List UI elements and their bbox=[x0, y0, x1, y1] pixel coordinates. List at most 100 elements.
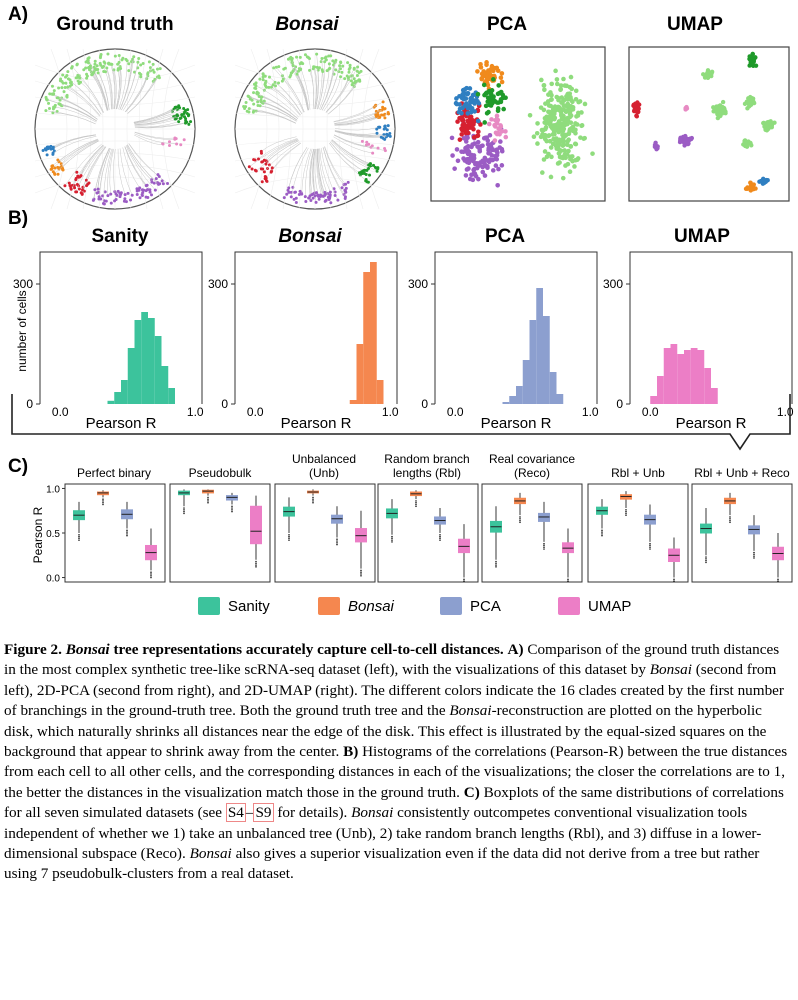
cell-point bbox=[53, 105, 57, 109]
pca-point bbox=[582, 101, 588, 107]
cell-point bbox=[56, 165, 60, 169]
pca-point bbox=[470, 177, 476, 183]
pca-point bbox=[496, 83, 501, 88]
cell-point bbox=[346, 180, 350, 184]
cell-point bbox=[123, 197, 127, 201]
pca-point bbox=[463, 173, 469, 178]
caption-a-text-2: (second from left), 2D-PCA (second from … bbox=[4, 661, 784, 720]
pca-point bbox=[573, 88, 579, 94]
box-0-3-outlier bbox=[150, 573, 152, 575]
pca-point bbox=[552, 115, 558, 121]
cell-point bbox=[313, 194, 317, 198]
pca-point bbox=[565, 138, 570, 144]
hist-2-bar bbox=[556, 394, 564, 404]
cell-point bbox=[308, 194, 312, 198]
pca-point bbox=[486, 121, 492, 127]
tree-branch bbox=[322, 147, 346, 199]
cell-point bbox=[102, 199, 106, 203]
legend-bonsai: Bonsai bbox=[318, 597, 394, 615]
hist-3-ytick-label: 0 bbox=[616, 397, 623, 411]
pca-point bbox=[560, 143, 566, 148]
tree-branch bbox=[127, 75, 160, 114]
cell-point bbox=[110, 62, 114, 66]
tree-branch bbox=[134, 132, 175, 140]
tree-branch bbox=[308, 57, 314, 110]
box-5-1-outlier bbox=[625, 514, 627, 516]
tree-branch bbox=[91, 74, 108, 111]
box-4-1-outlier bbox=[519, 517, 521, 520]
hist-0-ytick-label: 0 bbox=[26, 397, 33, 411]
tree-branch bbox=[314, 66, 318, 110]
cell-point bbox=[308, 68, 312, 72]
box-3-1-outlier bbox=[415, 501, 417, 504]
cell-point bbox=[370, 144, 374, 148]
tree-branch bbox=[296, 73, 310, 111]
legend-sanity: Sanity bbox=[198, 597, 270, 615]
cell-point bbox=[267, 75, 271, 79]
cell-point bbox=[317, 66, 321, 70]
box-2-3-outlier bbox=[360, 569, 362, 572]
umap-scatter bbox=[628, 46, 790, 202]
hist-3-bar bbox=[670, 344, 678, 404]
disk-grid-line bbox=[126, 48, 132, 210]
hist-1-bar bbox=[376, 380, 384, 404]
cell-point bbox=[245, 109, 249, 113]
cell-point bbox=[246, 94, 250, 98]
cell-point bbox=[252, 109, 256, 113]
cell-point bbox=[260, 160, 264, 164]
caption-b-label: B) bbox=[343, 743, 359, 761]
caption-ref-s9[interactable]: S9 bbox=[253, 803, 274, 823]
cell-point bbox=[96, 71, 100, 75]
cell-point bbox=[321, 70, 325, 74]
cell-point bbox=[306, 56, 310, 60]
cell-point bbox=[248, 97, 252, 101]
pca-point bbox=[568, 74, 574, 80]
pca-point bbox=[477, 148, 483, 154]
cell-point bbox=[60, 86, 64, 90]
hist-2-bar bbox=[543, 316, 550, 404]
cell-point bbox=[386, 134, 390, 138]
cell-point bbox=[288, 75, 292, 79]
panel-c-boxplots: 0.0 0.5 1.0 bbox=[46, 483, 793, 584]
tree-branch bbox=[268, 87, 301, 116]
box-0-2-outlier bbox=[126, 529, 128, 532]
tree-branch bbox=[45, 110, 96, 125]
pca-point bbox=[573, 130, 578, 136]
cell-point bbox=[262, 170, 266, 174]
tree-branch bbox=[334, 134, 379, 149]
panel-b-title-bonsai: Bonsai bbox=[278, 226, 342, 247]
tree-branch bbox=[329, 141, 364, 172]
pca-point bbox=[481, 69, 486, 74]
box-6-2-outlier bbox=[753, 555, 755, 557]
pca-point bbox=[466, 166, 471, 171]
cell-point bbox=[63, 184, 67, 188]
cell-point bbox=[244, 100, 248, 104]
pca-point bbox=[482, 120, 488, 125]
hist-1-bar bbox=[370, 262, 377, 404]
caption-ref-s4[interactable]: S4 bbox=[225, 803, 246, 823]
pca-point bbox=[499, 79, 505, 85]
tree-branch bbox=[331, 140, 378, 172]
pca-point bbox=[460, 105, 465, 111]
cell-point bbox=[45, 153, 49, 157]
cell-point bbox=[379, 135, 383, 139]
cell-point bbox=[59, 162, 63, 166]
cell-point bbox=[287, 186, 291, 190]
cell-point bbox=[349, 79, 353, 83]
pca-point bbox=[487, 151, 493, 156]
hist-3-xtick-label: 0.0 bbox=[642, 405, 659, 419]
box-2-1-outlier bbox=[312, 496, 314, 499]
pca-point bbox=[457, 137, 463, 142]
pca-point bbox=[486, 68, 491, 73]
cell-point bbox=[154, 177, 158, 181]
pca-point bbox=[495, 68, 501, 74]
cell-point bbox=[106, 194, 110, 198]
cell-point bbox=[258, 77, 262, 81]
cell-point bbox=[116, 62, 120, 66]
pca-point bbox=[486, 146, 492, 151]
tree-branch bbox=[334, 117, 380, 126]
cell-point bbox=[285, 192, 289, 196]
box-3-0-outlier bbox=[391, 539, 393, 541]
tree-branch bbox=[134, 108, 184, 124]
cell-point bbox=[383, 124, 387, 128]
